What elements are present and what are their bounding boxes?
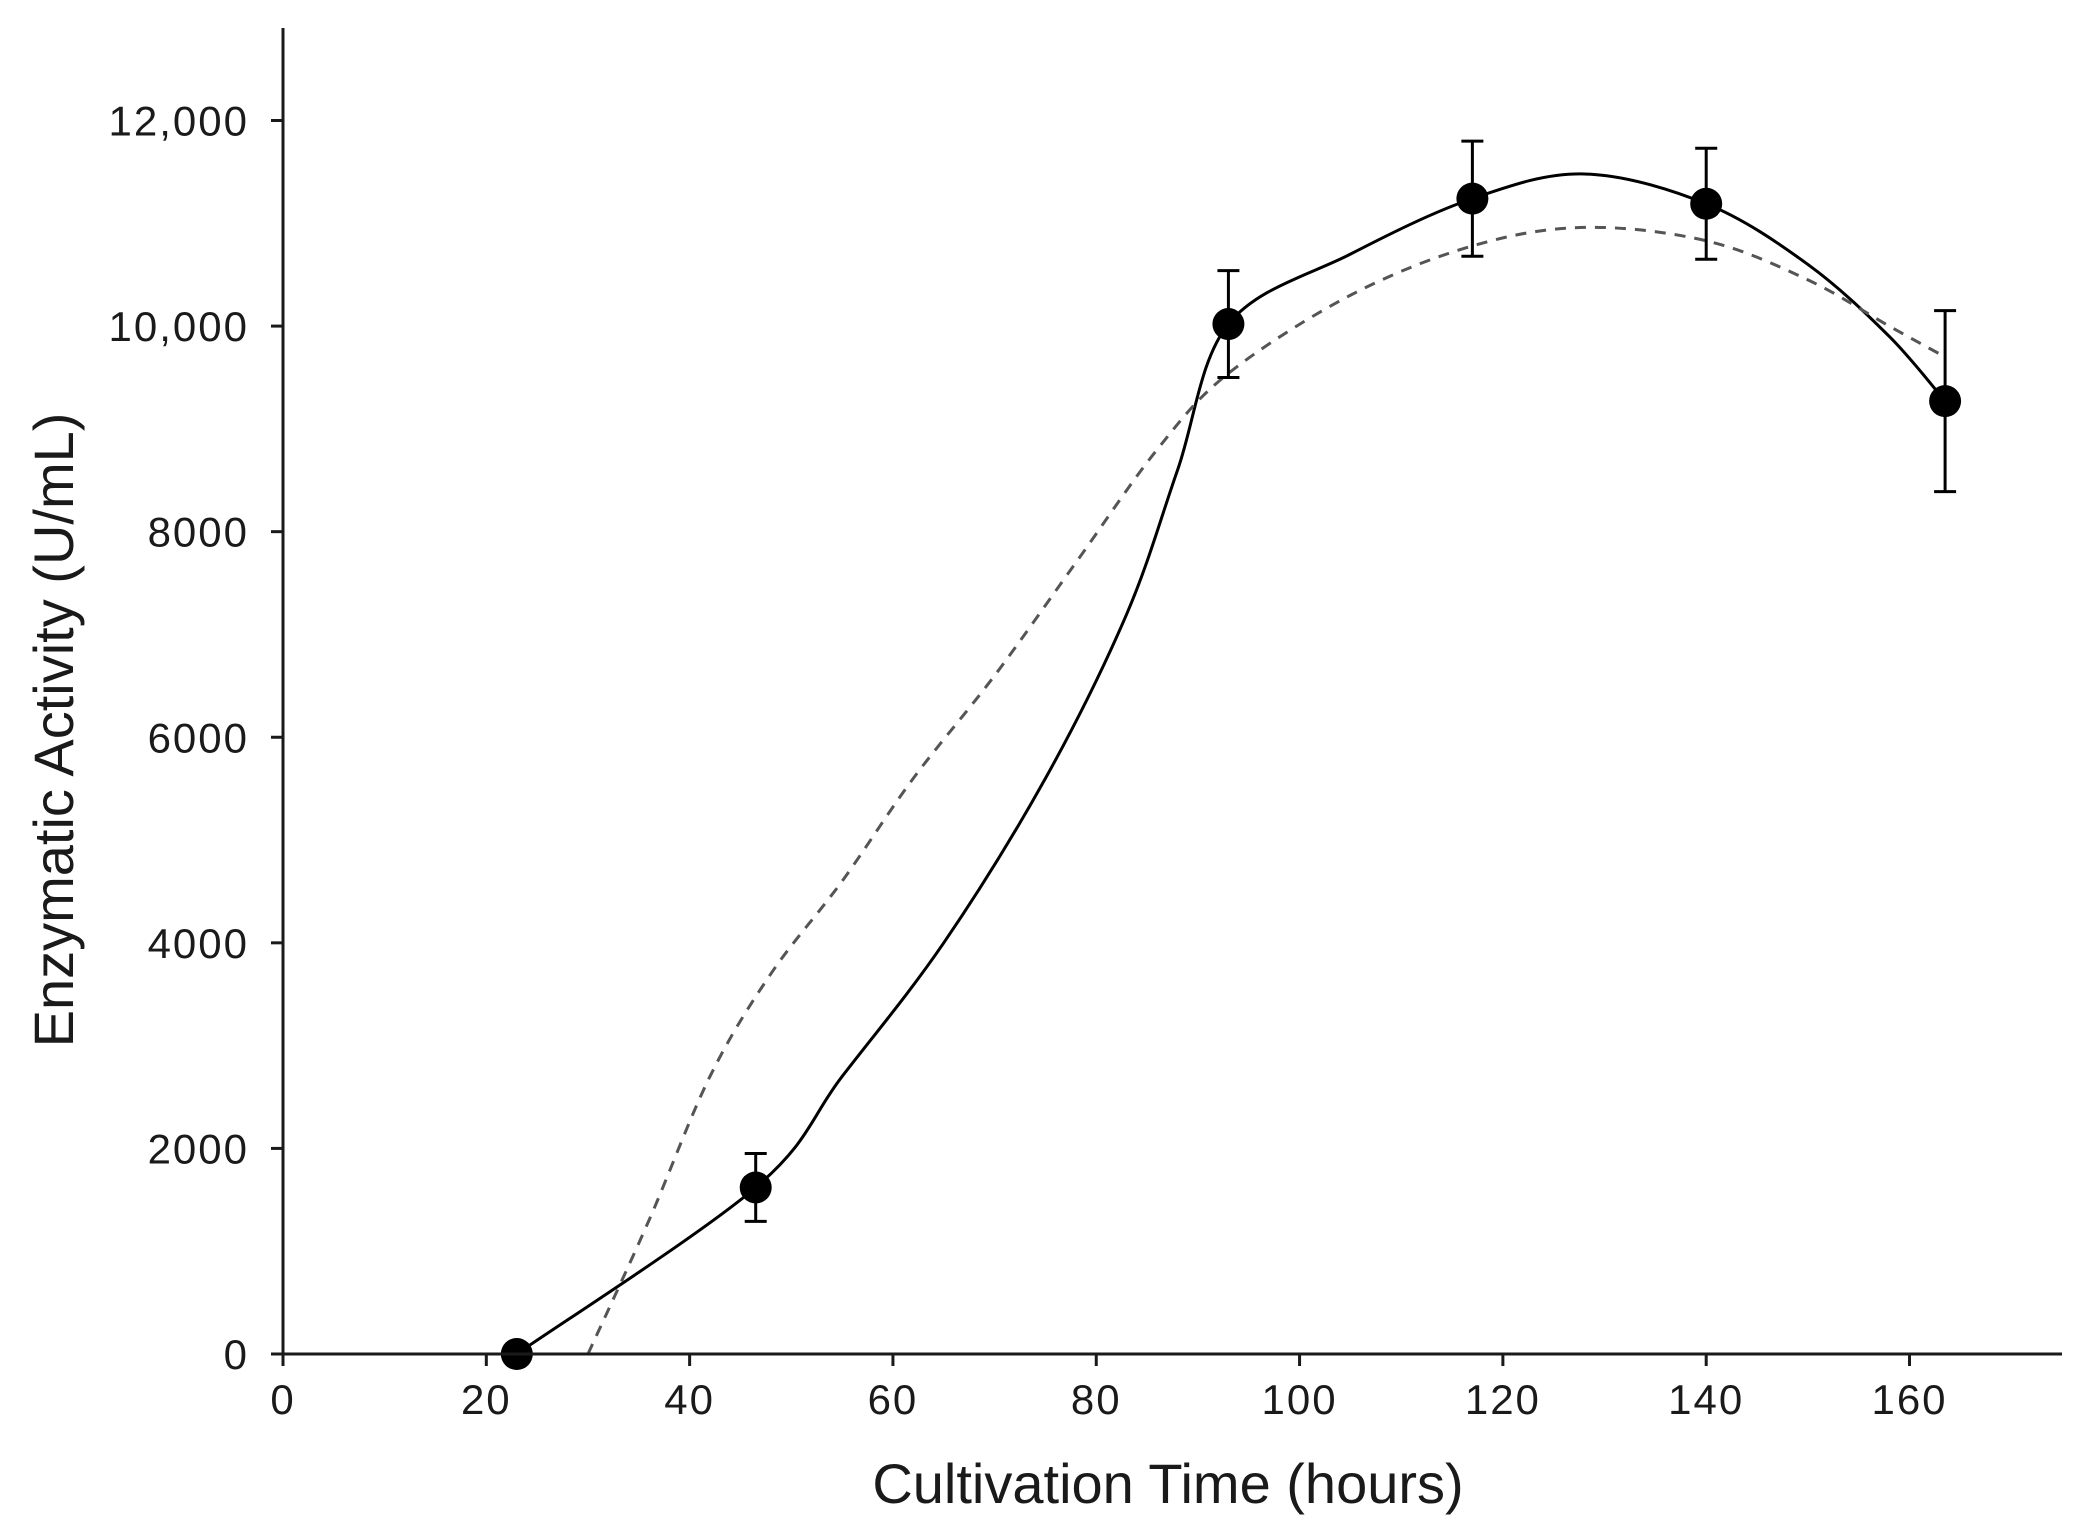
data-point: [1456, 182, 1489, 215]
data-point: [1929, 385, 1962, 418]
x-tick-label: 120: [1465, 1376, 1541, 1423]
x-tick-label: 160: [1871, 1376, 1947, 1423]
x-tick-label: 40: [664, 1376, 715, 1423]
dashed-fit-line: [586, 225, 1946, 1355]
y-tick-label: 0: [224, 1331, 249, 1378]
x-tick-label: 140: [1668, 1376, 1744, 1423]
y-tick-label: 2000: [148, 1125, 249, 1172]
x-axis-title: Cultivation Time (hours): [872, 1452, 1463, 1515]
y-tick-label: 4000: [148, 920, 249, 967]
data-point: [1690, 187, 1723, 220]
x-tick-label: 100: [1262, 1376, 1338, 1423]
x-tick-label: 80: [1071, 1376, 1122, 1423]
x-tick-label: 0: [270, 1376, 295, 1423]
y-tick-label: 6000: [148, 714, 249, 761]
y-tick-label: 8000: [148, 509, 249, 556]
data-point: [739, 1171, 772, 1204]
x-tick-label: 20: [461, 1376, 512, 1423]
x-tick-label: 60: [868, 1376, 919, 1423]
solid-fit-line: [515, 172, 1947, 1356]
y-tick-label: 10,000: [109, 303, 249, 350]
y-tick-label: 12,000: [109, 98, 249, 145]
y-axis-title: Enzymatic Activity (U/mL): [22, 413, 85, 1048]
data-point: [1212, 308, 1245, 341]
